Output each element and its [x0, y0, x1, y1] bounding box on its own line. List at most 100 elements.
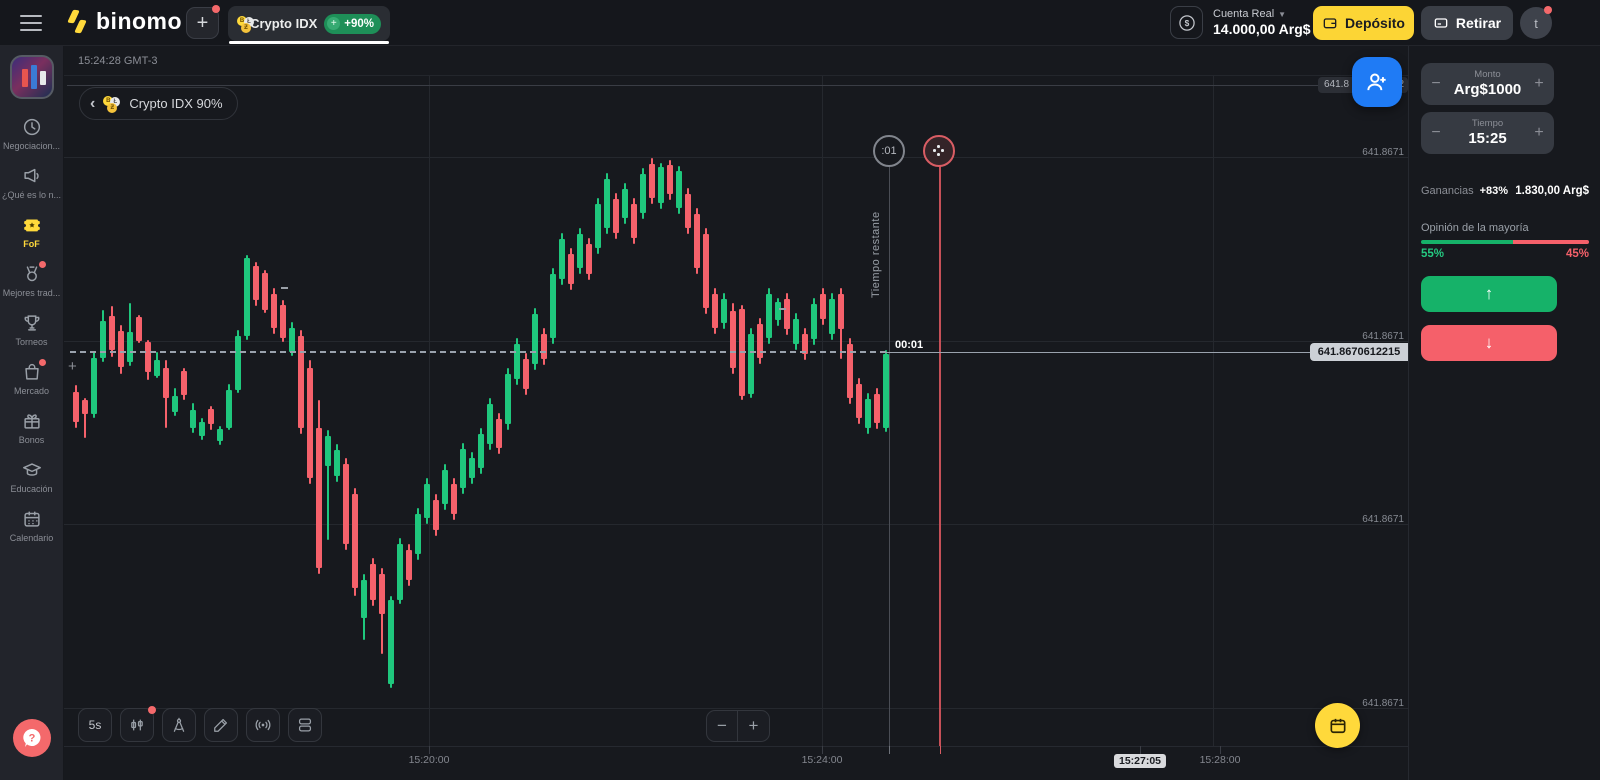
time-decrease-button[interactable]: −: [1431, 124, 1441, 141]
binomo-logo: binomo: [67, 8, 182, 35]
ticket-icon: [21, 214, 43, 236]
chevron-left-icon[interactable]: ‹: [90, 94, 96, 112]
candle: [775, 302, 781, 320]
indicators-button[interactable]: [162, 708, 196, 742]
candle: [334, 450, 340, 476]
amount-decrease-button[interactable]: −: [1431, 75, 1441, 92]
candle: [667, 165, 673, 194]
candle: [199, 422, 205, 436]
lightning-icon: [67, 9, 88, 35]
candle: [82, 400, 88, 414]
candle: [676, 171, 682, 208]
price-gridline: [64, 341, 1408, 342]
sidebar-item-negociacion[interactable]: Negociacion...: [0, 109, 64, 158]
sidebar-item-fof[interactable]: FoF: [0, 207, 64, 256]
menu-icon[interactable]: [20, 15, 42, 31]
expiry-marker-circle: [923, 135, 955, 167]
candle: [613, 199, 619, 233]
price-axis-label: 641.8671: [1362, 147, 1404, 158]
trades-history-button[interactable]: [1315, 703, 1360, 748]
candle: [118, 331, 124, 367]
divider: [64, 75, 1408, 76]
candle: [505, 374, 511, 424]
earnings-percent: +83%: [1479, 185, 1509, 197]
pencil-icon: [211, 715, 231, 735]
candle: [730, 311, 736, 368]
invite-friend-button[interactable]: [1352, 57, 1402, 107]
sidebar-item-mejores-trad[interactable]: Mejores trad...: [0, 256, 64, 305]
dots-icon: [933, 145, 945, 157]
amount-increase-button[interactable]: +: [1534, 75, 1544, 92]
candle: [856, 384, 862, 418]
deposit-button[interactable]: Depósito: [1313, 6, 1414, 40]
zoom-in-button[interactable]: +: [748, 716, 759, 735]
expiry-time-value[interactable]: 15:25: [1468, 130, 1507, 147]
candle: [631, 204, 637, 238]
sidebar-item-torneos[interactable]: Torneos: [0, 305, 64, 354]
sentiment-bar-buy: [1421, 240, 1514, 244]
withdraw-button[interactable]: Retirar: [1421, 6, 1513, 40]
story-thumbnail[interactable]: [9, 55, 54, 99]
candle: [811, 304, 817, 339]
candle: [379, 574, 385, 614]
time-gridline: [429, 76, 430, 746]
notification-dot: [1544, 6, 1552, 14]
candle: [460, 449, 466, 488]
asset-tab-name: Crypto IDX: [250, 16, 318, 31]
candle: [622, 189, 628, 218]
candle: [109, 316, 115, 350]
sidebar-item--qu-es-lo-n[interactable]: ¿Qué es lo n...: [0, 158, 64, 207]
gift-icon: [21, 410, 43, 432]
left-sidebar: Negociacion... ¿Qué es lo n... FoF Mejores …: [0, 46, 64, 780]
buy-percent: 55%: [1421, 248, 1445, 260]
add-tab-button[interactable]: +: [186, 5, 220, 39]
sidebar-item-educaci-n[interactable]: Educación: [0, 452, 64, 501]
signals-button[interactable]: [246, 708, 280, 742]
sell-down-button[interactable]: ↓: [1421, 325, 1557, 361]
candle: [658, 167, 664, 203]
majority-opinion-label: Opinión de la mayoría: [1421, 222, 1529, 234]
clock-icon: [21, 116, 43, 138]
sidebar-item-label: Educación: [10, 484, 53, 494]
candle: [685, 194, 691, 228]
timeframe-button[interactable]: 5s: [78, 708, 112, 742]
candle: [361, 580, 367, 618]
add-person-icon: [1367, 73, 1386, 91]
candle: [784, 299, 790, 329]
chart-type-button[interactable]: [120, 706, 156, 742]
candle: [838, 294, 844, 329]
candle: [235, 336, 241, 390]
asset-name: Crypto IDX 90%: [129, 96, 223, 111]
sidebar-item-mercado[interactable]: Mercado: [0, 354, 64, 403]
notification-dot: [38, 261, 46, 268]
sidebar-item-bonos[interactable]: Bonos: [0, 403, 64, 452]
layout-icon: [295, 715, 315, 735]
help-button[interactable]: ?: [13, 719, 51, 757]
layout-button[interactable]: [288, 708, 322, 742]
zoom-out-button[interactable]: −: [707, 711, 738, 741]
avatar[interactable]: t: [1520, 6, 1552, 39]
candle: [649, 164, 655, 198]
question-bubble-icon: ?: [23, 728, 41, 747]
candle: [874, 394, 880, 423]
current-time-line: [889, 166, 890, 746]
time-remaining-label: Tiempo restante: [870, 211, 882, 298]
buy-up-button[interactable]: ↑: [1421, 276, 1557, 312]
time-gridline: [822, 76, 823, 746]
amount-value[interactable]: Arg$1000: [1453, 81, 1522, 98]
switch-account-button[interactable]: $: [1170, 6, 1203, 39]
time-axis-label: 15:28:00: [1199, 754, 1241, 766]
candle: [343, 464, 349, 544]
candle: [793, 319, 799, 344]
candle: [541, 334, 547, 359]
account-type-selector[interactable]: Cuenta Real ▼: [1213, 8, 1287, 21]
price-marker-dash: [281, 287, 288, 289]
time-increase-button[interactable]: +: [1534, 124, 1544, 141]
drawing-tools-button[interactable]: [204, 708, 238, 742]
sidebar-item-calendario[interactable]: Calendario: [0, 501, 64, 550]
notification-dot: [38, 359, 46, 366]
